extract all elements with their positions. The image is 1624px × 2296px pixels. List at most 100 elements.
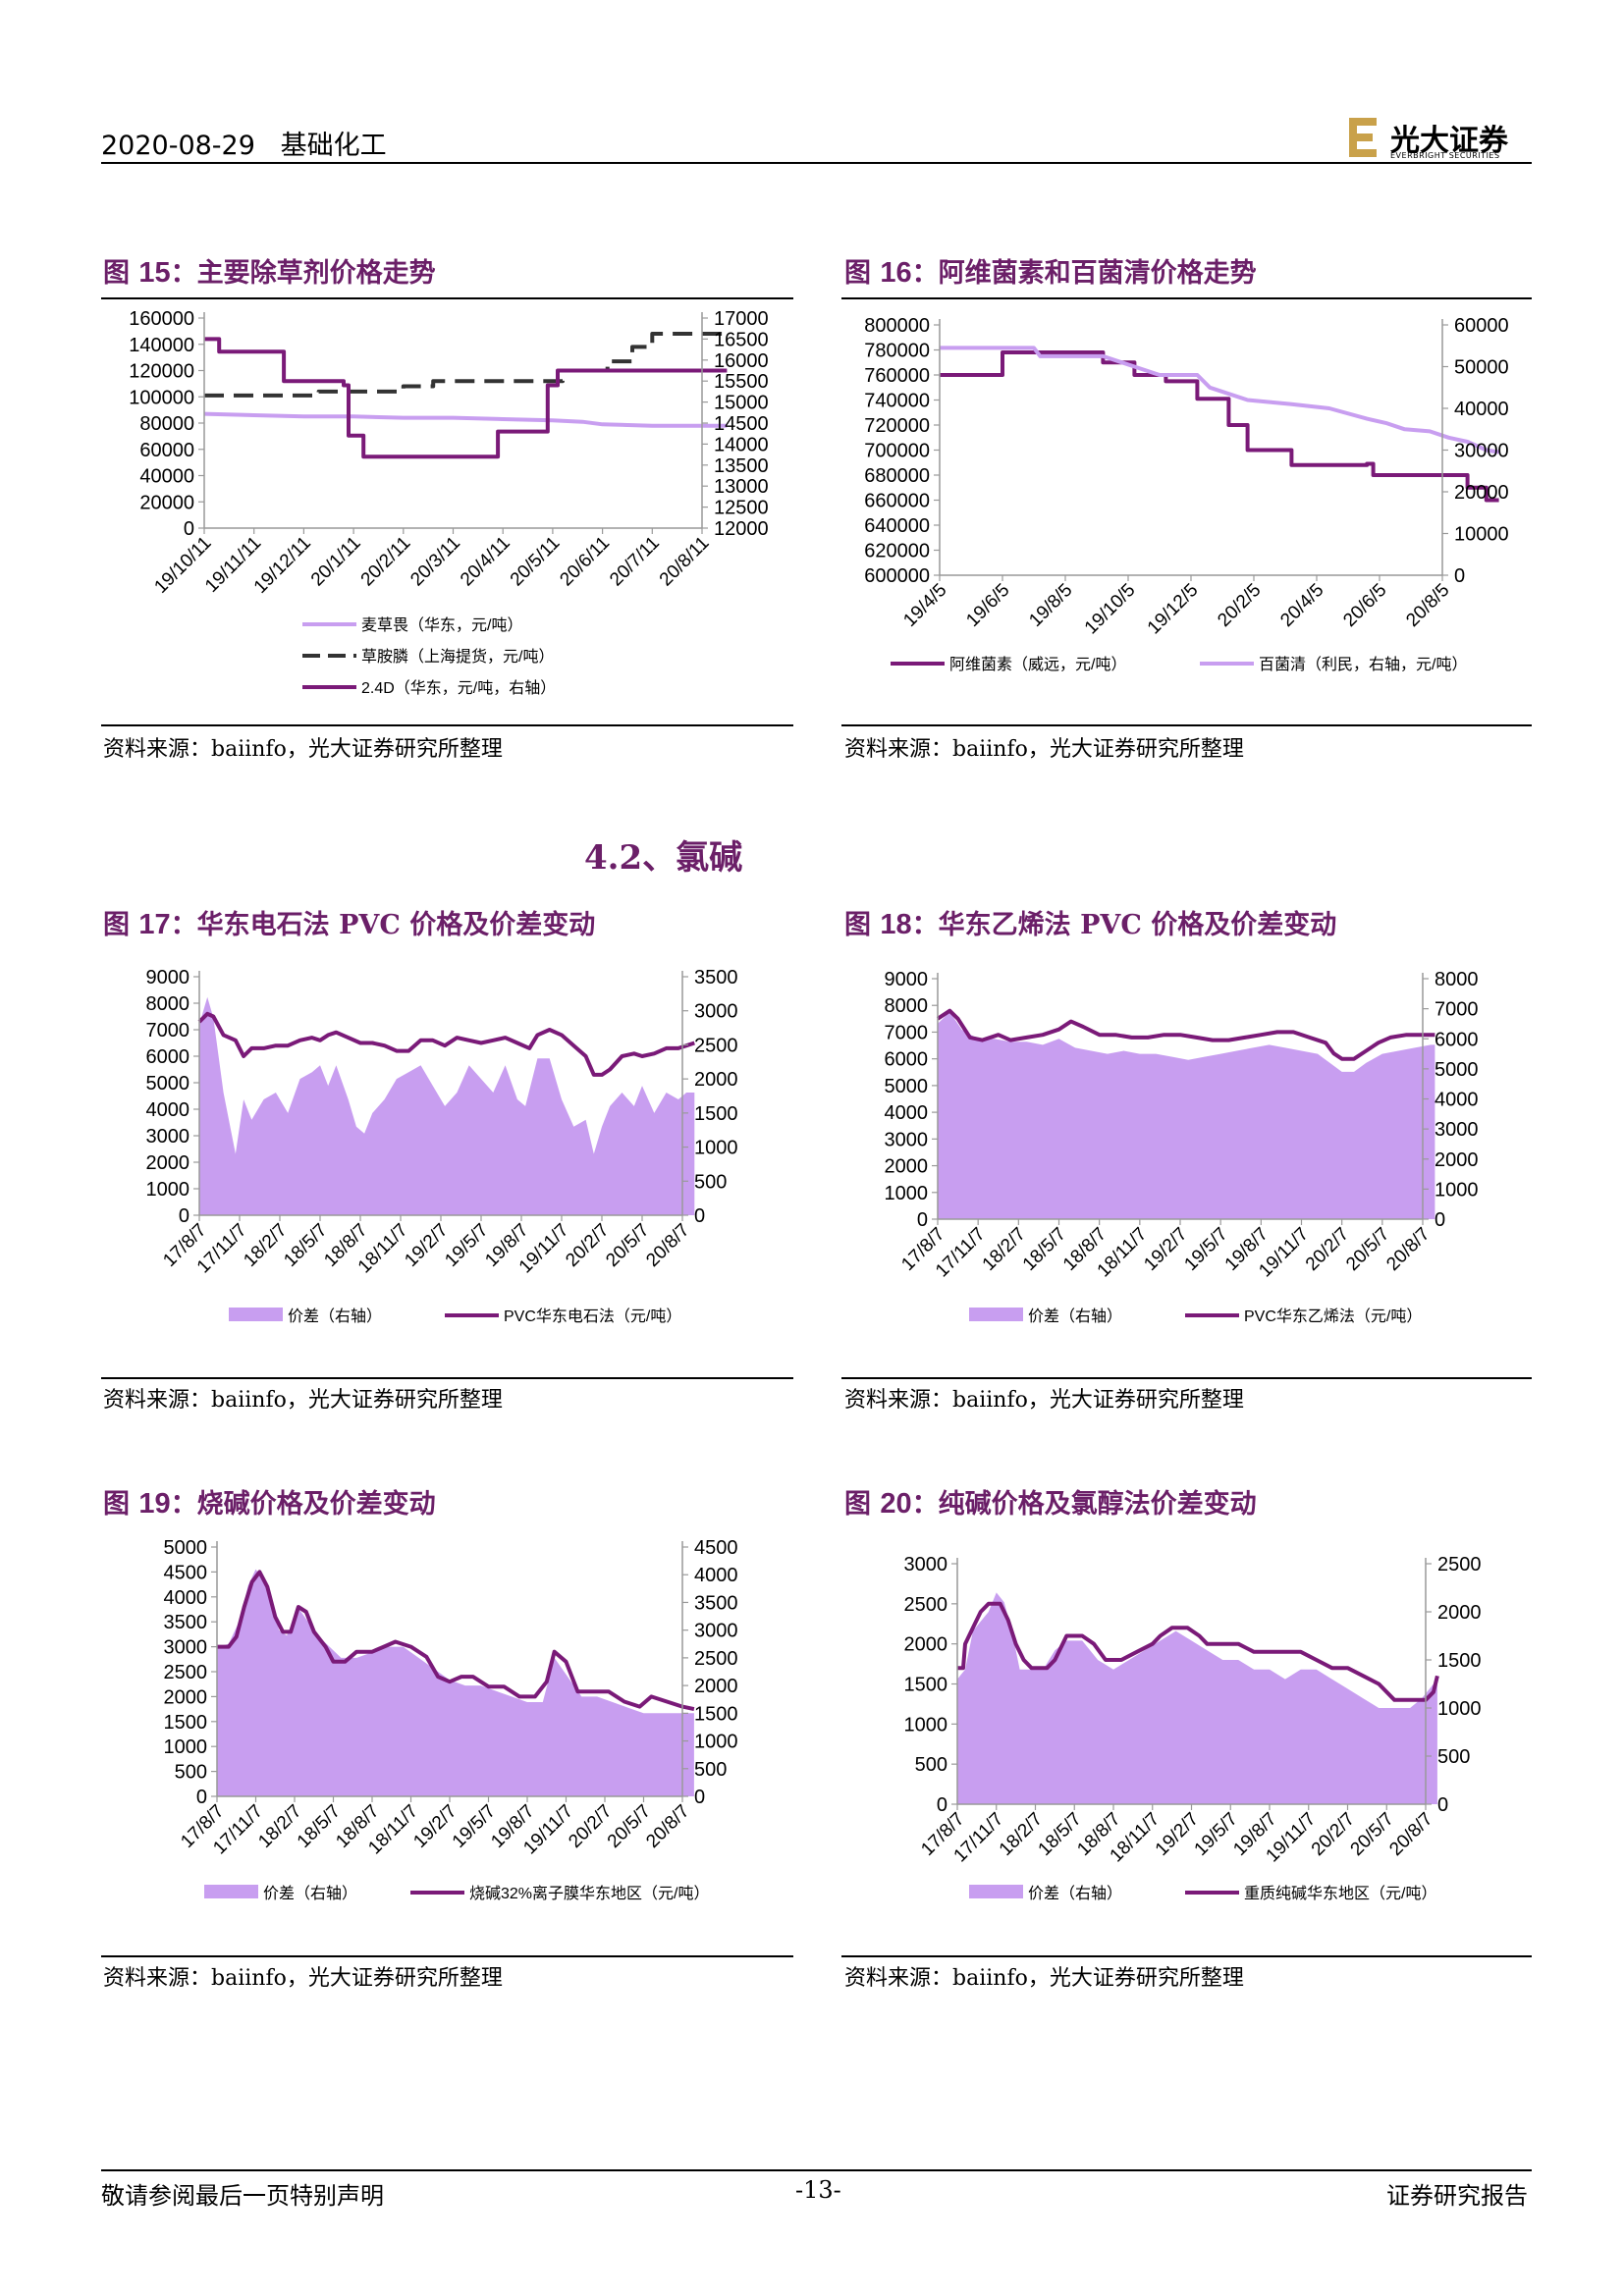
legend-item-1: PVC华东电石法（元/吨） — [445, 1308, 681, 1325]
y-tick-label: 1500 — [904, 1675, 948, 1696]
figure-18-bottom-rule — [841, 1377, 1532, 1379]
y-tick-label: 8000 — [146, 993, 190, 1015]
x-tick-label: 20/5/7 — [1347, 1809, 1398, 1860]
legend-label: PVC华东乙烯法（元/吨） — [1244, 1308, 1422, 1325]
y-tick-label: 7000 — [885, 1022, 929, 1043]
y-tick-label: 4000 — [146, 1099, 190, 1121]
y-tick-label: 100000 — [129, 387, 194, 408]
y-tick-label: 500 — [915, 1754, 947, 1776]
y-tick-label: 3000 — [904, 1554, 948, 1575]
figure-16-top-rule — [841, 297, 1532, 299]
legend-item-0: 价差（右轴） — [969, 1308, 1122, 1325]
y-tick-label: 3000 — [164, 1637, 208, 1659]
x-tick-label: 20/2/11 — [357, 533, 415, 591]
x-tick-label: 19/12/5 — [1144, 580, 1203, 639]
chart-svg: 0 1000 2000 3000 4000 5000 6000 7000 8000 9000 0 50… — [146, 967, 738, 1325]
figure-15-top-rule — [101, 297, 793, 299]
x-tick-label: 20/7/11 — [606, 533, 664, 591]
x-tick-label: 20/4/5 — [1276, 580, 1327, 631]
y2-tick-label: 2500 — [694, 1648, 738, 1670]
y-tick-label: 0 — [179, 1205, 189, 1227]
y2-tick-label: 13500 — [714, 455, 769, 477]
figure-17-title: 图 17：华东电石法 PVC 价格及价差变动 — [103, 909, 596, 940]
chart-svg: 0 500 1000 1500 2000 2500 3000 0 500 1000 1500 2000… — [904, 1554, 1482, 1902]
y2-tick-label: 3500 — [694, 967, 738, 988]
y2-tick-label: 14000 — [714, 434, 769, 455]
x-tick-label: 18/2/7 — [240, 1220, 291, 1271]
x-tick-label: 20/8/5 — [1402, 580, 1453, 631]
series-line-1 — [936, 1008, 1435, 1061]
y-tick-label: 8000 — [885, 995, 929, 1017]
y2-tick-label: 0 — [1437, 1794, 1448, 1816]
legend-item-2: 2.4D（华东，元/吨，右轴） — [302, 679, 556, 697]
y-tick-label: 740000 — [864, 391, 930, 412]
x-tick-label: 20/2/7 — [1308, 1809, 1359, 1860]
y-tick-label: 800000 — [864, 315, 930, 337]
y2-tick-label: 15000 — [714, 393, 769, 414]
footer-disclaimer: 敬请参阅最后一页特别声明 — [101, 2182, 384, 2210]
figure-20-source: 资料来源：baiinfo，光大证券研究所整理 — [844, 1966, 1244, 1991]
figure-15-source: 资料来源：baiinfo，光大证券研究所整理 — [103, 737, 503, 762]
y-tick-label: 7000 — [146, 1020, 190, 1041]
series-line-0 — [203, 411, 728, 428]
y2-tick-label: 30000 — [1454, 441, 1509, 462]
legend-item-0: 价差（右轴） — [969, 1885, 1122, 1902]
y2-tick-label: 60000 — [1454, 315, 1509, 337]
legend-label: PVC华东电石法（元/吨） — [504, 1308, 681, 1325]
figure-15-title: 图 15：主要除草剂价格走势 — [103, 257, 436, 289]
x-tick-label: 19/5/7 — [1180, 1224, 1231, 1275]
y2-tick-label: 17000 — [714, 308, 769, 330]
x-tick-label: 18/2/7 — [996, 1809, 1047, 1860]
y2-tick-label: 500 — [694, 1171, 727, 1193]
y-tick-label: 2000 — [904, 1634, 948, 1656]
y2-tick-label: 3500 — [694, 1592, 738, 1614]
y-tick-label: 40000 — [139, 466, 194, 488]
y-tick-label: 620000 — [864, 541, 930, 562]
y-tick-label: 5000 — [164, 1537, 208, 1559]
figure-16-bottom-rule — [841, 724, 1532, 726]
x-tick-label: 18/5/7 — [294, 1801, 345, 1852]
y-tick-label: 5000 — [146, 1073, 190, 1095]
y-tick-label: 5000 — [885, 1076, 929, 1097]
x-tick-label: 20/3/11 — [406, 533, 464, 591]
x-tick-label: 20/6/11 — [556, 533, 614, 591]
x-tick-label: 20/5/7 — [602, 1220, 653, 1271]
y-tick-label: 2000 — [146, 1152, 190, 1174]
x-tick-label: 20/4/11 — [457, 533, 514, 591]
y2-tick-label: 0 — [694, 1787, 705, 1808]
series-line-2 — [204, 337, 728, 459]
chart-soda-ash: 0 500 1000 1500 2000 2500 3000 0 500 1000 1500 2000… — [841, 1529, 1532, 1932]
legend-item-1: 烧碱32%离子膜华东地区（元/吨） — [410, 1885, 709, 1902]
y2-tick-label: 2500 — [1437, 1554, 1482, 1575]
y-tick-label: 700000 — [864, 441, 930, 462]
y2-tick-label: 7000 — [1435, 999, 1479, 1021]
chart-pvc-ethylene: 0 1000 2000 3000 4000 5000 6000 7000 8000 9000 0 10… — [841, 952, 1532, 1355]
x-tick-label: 18/2/7 — [979, 1224, 1030, 1275]
chart-pvc-calcium-carbide: 0 1000 2000 3000 4000 5000 6000 7000 8000 9000 0 50… — [101, 952, 793, 1355]
y2-tick-label: 3000 — [1435, 1119, 1479, 1141]
legend-label: 烧碱32%离子膜华东地区（元/吨） — [469, 1885, 709, 1902]
y2-tick-label: 6000 — [1435, 1029, 1479, 1050]
legend-label: 价差（右轴） — [288, 1308, 382, 1325]
x-tick-label: 19/2/7 — [409, 1801, 460, 1852]
y2-tick-label: 1500 — [1437, 1650, 1482, 1672]
y-tick-label: 3000 — [885, 1129, 929, 1150]
y2-tick-label: 8000 — [1435, 969, 1479, 990]
header-divider — [101, 162, 1532, 164]
section-title: 4.2、氯碱 — [584, 838, 743, 878]
y2-tick-label: 2000 — [694, 1069, 738, 1091]
y-tick-label: 2500 — [164, 1662, 208, 1683]
legend-label: 草胺膦（上海提货，元/吨） — [361, 648, 554, 666]
y-tick-label: 0 — [184, 518, 194, 540]
x-tick-label: 19/10/5 — [1081, 580, 1140, 639]
y2-tick-label: 1000 — [1437, 1698, 1482, 1720]
x-tick-label: 20/1/11 — [307, 533, 365, 591]
y-tick-label: 0 — [937, 1794, 947, 1816]
x-tick-label: 19/2/7 — [1152, 1809, 1203, 1860]
y2-tick-label: 12000 — [714, 518, 769, 540]
y-tick-label: 4000 — [164, 1587, 208, 1609]
x-tick-label: 20/5/7 — [604, 1801, 655, 1852]
chart-svg: 0500100015002000250030003500400045005000… — [164, 1537, 738, 1902]
y-tick-label: 60000 — [139, 440, 194, 461]
y-tick-label: 20000 — [139, 492, 194, 513]
